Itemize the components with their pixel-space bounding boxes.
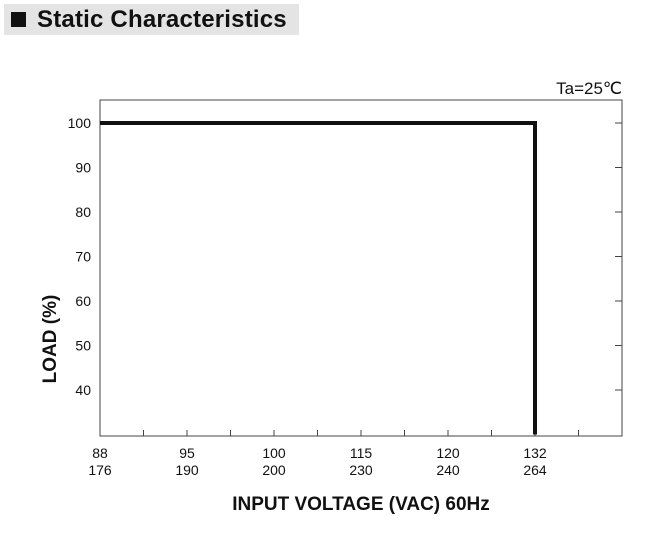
x-tick-label: 120 [436, 445, 460, 461]
plot-frame [99, 99, 623, 437]
section-header: Static Characteristics [4, 4, 299, 35]
x-tick-sublabel: 264 [523, 462, 547, 478]
x-tick-label: 95 [179, 445, 195, 461]
y-tick-label: 70 [75, 249, 91, 265]
x-tick-label: 100 [262, 445, 286, 461]
series-group [100, 121, 537, 435]
x-tick-sublabel: 240 [436, 462, 460, 478]
load-derating-line [100, 121, 537, 435]
y-tick-label: 80 [75, 204, 91, 220]
temperature-annotation: Ta=25℃ [556, 79, 622, 98]
y-axis-ticks: 100 90 80 70 60 50 40 [68, 115, 622, 398]
y-tick-label: 100 [68, 115, 92, 131]
x-axis-label: INPUT VOLTAGE (VAC) 60Hz [232, 494, 490, 515]
y-tick-label: 50 [75, 338, 91, 354]
x-tick-sublabel: 176 [88, 462, 112, 478]
square-bullet-icon [11, 12, 26, 27]
y-tick-label: 90 [75, 160, 91, 176]
x-tick-label: 115 [350, 445, 373, 461]
x-tick-sublabel: 230 [349, 462, 373, 478]
x-tick-sublabel: 200 [262, 462, 286, 478]
x-tick-sublabel: 190 [175, 462, 199, 478]
x-tick-label: 132 [523, 445, 547, 461]
y-tick-label: 40 [75, 382, 91, 398]
x-tick-label: 88 [92, 445, 108, 461]
y-axis-label: LOAD (%) [40, 295, 61, 384]
y-tick-label: 60 [75, 293, 91, 309]
section-title: Static Characteristics [37, 5, 287, 33]
